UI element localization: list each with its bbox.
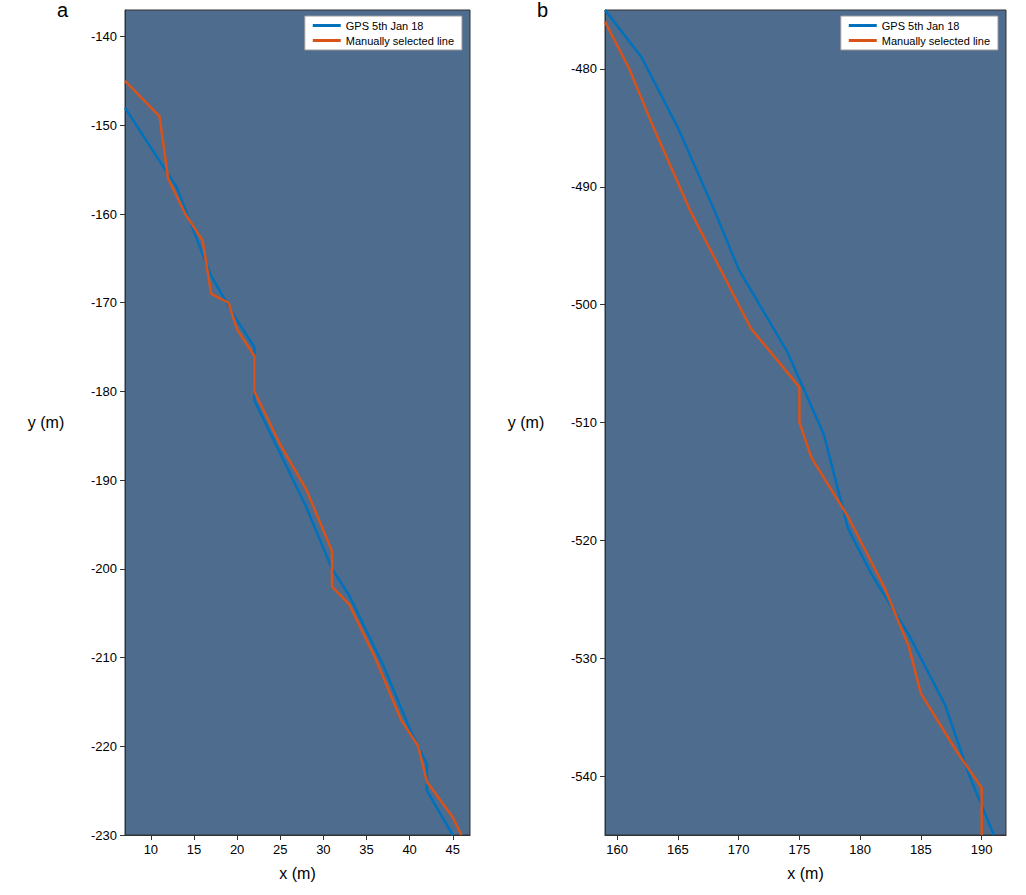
svg-text:y (m): y (m)	[508, 414, 544, 431]
svg-text:Manually selected line: Manually selected line	[346, 35, 454, 47]
svg-text:Manually selected line: Manually selected line	[882, 35, 990, 47]
svg-text:GPS 5th Jan 18: GPS 5th Jan 18	[882, 20, 960, 32]
svg-text:170: 170	[728, 842, 750, 857]
svg-text:-210: -210	[91, 650, 117, 665]
svg-text:180: 180	[849, 842, 871, 857]
svg-text:-170: -170	[91, 295, 117, 310]
svg-text:y (m): y (m)	[28, 414, 64, 431]
svg-text:x (m): x (m)	[787, 865, 823, 882]
svg-text:165: 165	[667, 842, 689, 857]
svg-text:175: 175	[789, 842, 811, 857]
svg-text:b: b	[537, 0, 548, 21]
svg-text:185: 185	[910, 842, 932, 857]
svg-text:30: 30	[316, 842, 330, 857]
svg-text:-520: -520	[571, 533, 597, 548]
svg-text:-480: -480	[571, 61, 597, 76]
svg-text:160: 160	[606, 842, 628, 857]
svg-text:-220: -220	[91, 739, 117, 754]
svg-text:190: 190	[971, 842, 993, 857]
svg-text:-230: -230	[91, 828, 117, 843]
svg-text:35: 35	[359, 842, 373, 857]
svg-text:-540: -540	[571, 769, 597, 784]
svg-text:-150: -150	[91, 118, 117, 133]
svg-text:-530: -530	[571, 651, 597, 666]
svg-text:-140: -140	[91, 29, 117, 44]
svg-text:-180: -180	[91, 384, 117, 399]
svg-text:-190: -190	[91, 473, 117, 488]
svg-text:-490: -490	[571, 179, 597, 194]
svg-text:45: 45	[446, 842, 460, 857]
svg-text:a: a	[57, 0, 69, 21]
svg-text:15: 15	[187, 842, 201, 857]
svg-text:-500: -500	[571, 297, 597, 312]
svg-text:x (m): x (m)	[279, 865, 315, 882]
svg-text:20: 20	[230, 842, 244, 857]
svg-text:-160: -160	[91, 207, 117, 222]
svg-text:GPS 5th Jan 18: GPS 5th Jan 18	[346, 20, 424, 32]
svg-text:-200: -200	[91, 561, 117, 576]
svg-text:25: 25	[273, 842, 287, 857]
svg-text:10: 10	[144, 842, 158, 857]
svg-text:40: 40	[402, 842, 416, 857]
svg-text:-510: -510	[571, 415, 597, 430]
